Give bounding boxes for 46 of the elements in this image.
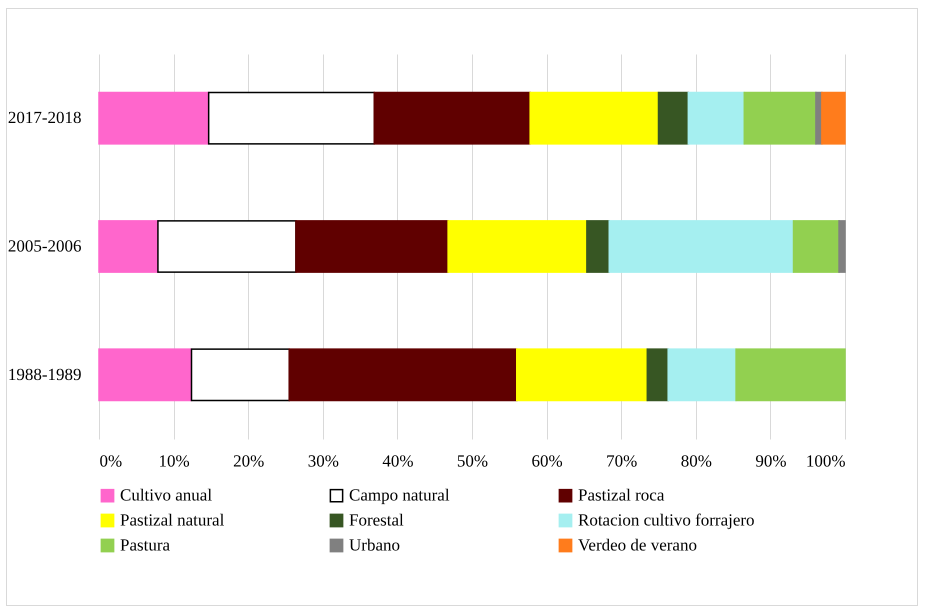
legend-label: Cultivo anual: [120, 486, 212, 505]
y-tick-label: 1988-1989: [8, 364, 82, 384]
x-tick-label: 100%: [806, 452, 846, 470]
bar: [586, 220, 610, 273]
bar: [646, 348, 669, 402]
bar: [98, 220, 159, 273]
bar: [157, 220, 297, 273]
x-tick-label: 40%: [382, 452, 414, 470]
y-tick-label: 2017-2018: [8, 108, 82, 128]
x-tick-label: 10%: [158, 452, 190, 470]
bar: [208, 92, 376, 145]
x-tick-label: 70%: [606, 452, 638, 470]
legend-label: Pastura: [120, 536, 170, 554]
x-tick-label: 60%: [532, 452, 563, 470]
bar: [447, 220, 588, 273]
legend-label: Verdeo de verano: [578, 536, 697, 554]
legend-label: Urbano: [349, 536, 400, 554]
bar: [792, 220, 840, 273]
bar: [744, 92, 817, 145]
legend-label: Forestal: [349, 510, 404, 530]
bar: [374, 92, 531, 145]
x-tick-label: 50%: [456, 452, 488, 470]
bar: [516, 348, 648, 402]
bar: [821, 92, 846, 145]
bar: [190, 348, 290, 402]
legend-label: Pastizal roca: [578, 486, 665, 505]
y-tick-label: 2005-2006: [8, 236, 82, 256]
bar: [529, 92, 660, 145]
legend-label: Campo natural: [349, 486, 450, 505]
bar: [98, 348, 192, 402]
bar: [288, 348, 518, 402]
legend-label: Pastizal natural: [120, 510, 225, 530]
x-tick-label: 0%: [100, 452, 122, 470]
bar: [667, 348, 737, 402]
bar: [658, 92, 690, 145]
bar: [735, 348, 846, 402]
x-tick-label: 90%: [755, 452, 786, 470]
bar: [295, 220, 449, 273]
legend-label: Rotacion cultivo forrajero: [578, 510, 755, 530]
x-tick-label: 80%: [680, 452, 712, 470]
bar: [98, 92, 210, 145]
x-tick-label: 30%: [308, 452, 339, 470]
bar: [838, 220, 846, 273]
bar: [688, 92, 746, 145]
bar: [608, 220, 794, 273]
x-tick-label: 20%: [233, 452, 264, 470]
